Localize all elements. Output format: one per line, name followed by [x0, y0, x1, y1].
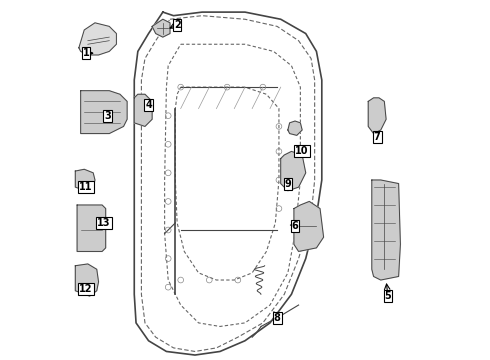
Polygon shape	[294, 202, 323, 251]
Text: 5: 5	[385, 291, 391, 301]
Text: 7: 7	[374, 132, 381, 142]
Text: 13: 13	[97, 218, 111, 228]
Text: 8: 8	[274, 312, 281, 323]
Text: 12: 12	[79, 284, 93, 294]
Polygon shape	[75, 169, 95, 191]
Text: 11: 11	[79, 182, 93, 192]
Text: 10: 10	[295, 147, 309, 157]
Text: 9: 9	[285, 179, 291, 189]
Polygon shape	[152, 19, 170, 37]
Polygon shape	[75, 264, 98, 296]
Polygon shape	[77, 205, 106, 251]
Polygon shape	[372, 180, 400, 280]
Polygon shape	[288, 121, 302, 135]
Text: 6: 6	[292, 221, 298, 231]
Text: 2: 2	[174, 19, 180, 30]
Polygon shape	[81, 91, 127, 134]
Text: 1: 1	[83, 48, 89, 58]
Text: 3: 3	[104, 111, 111, 121]
Polygon shape	[134, 94, 152, 126]
Polygon shape	[281, 152, 306, 191]
Polygon shape	[79, 23, 117, 55]
Polygon shape	[368, 98, 386, 134]
Text: 4: 4	[145, 100, 152, 110]
